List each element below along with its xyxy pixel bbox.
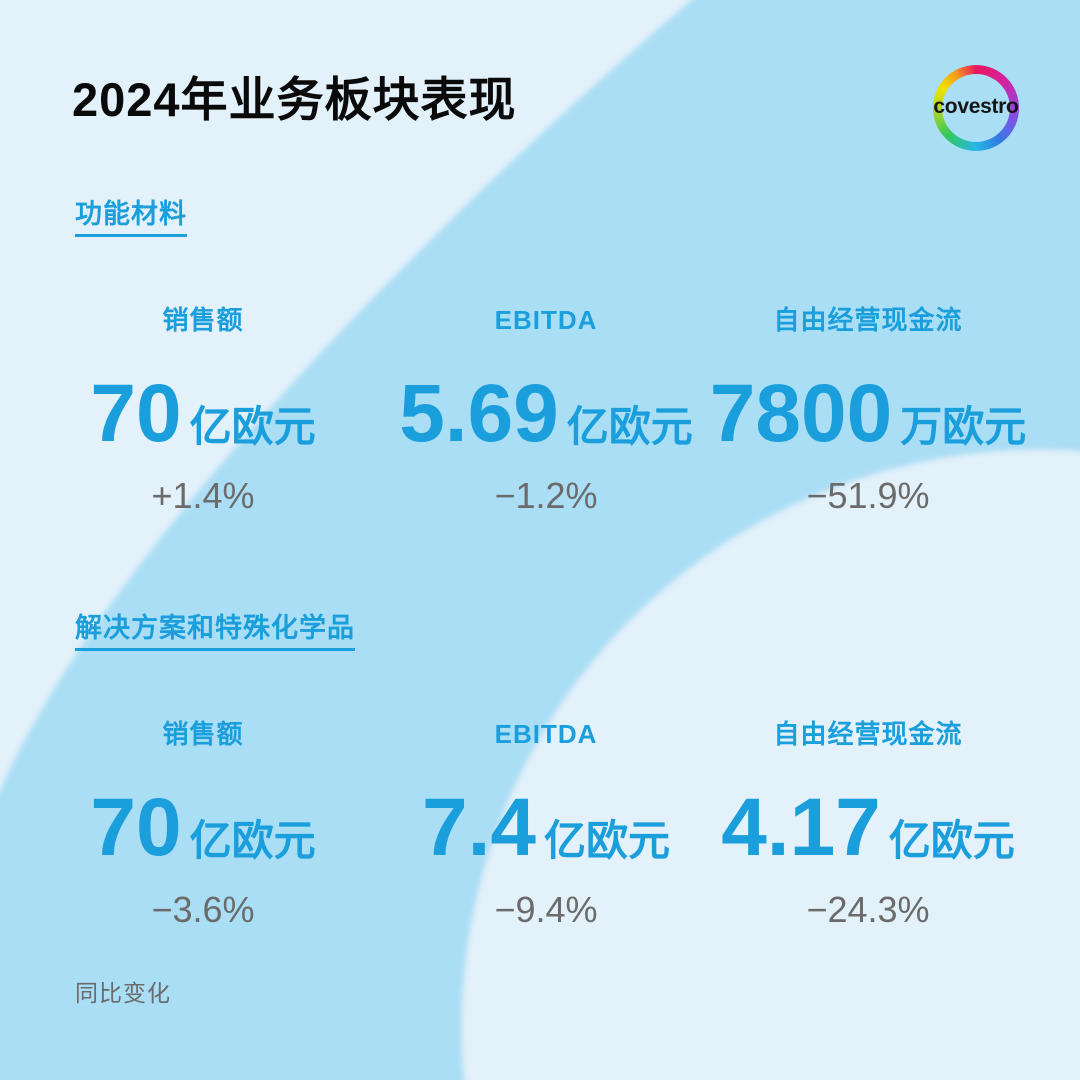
pm-ebitda-unit: 亿欧元 <box>566 403 693 450</box>
ss-focf-number: 4.17 <box>721 782 881 873</box>
pm-ebitda-number: 5.69 <box>399 368 559 459</box>
ss-ebitda-label: EBITDA <box>494 719 598 749</box>
ss-ebitda-unit: 亿欧元 <box>543 817 670 864</box>
pm-ebitda-value: 5.69 亿欧元 <box>366 373 726 455</box>
ss-sales-value: 70 亿欧元 <box>23 787 383 869</box>
ss-sales-unit: 亿欧元 <box>189 817 316 864</box>
footnote-yoy-change: 同比变化 <box>75 980 171 1006</box>
ss-ebitda-change: −9.4% <box>494 889 598 930</box>
ss-sales-label: 销售额 <box>162 719 244 749</box>
pm-sales-number: 70 <box>90 368 182 459</box>
pm-focf-value: 7800 万欧元 <box>688 373 1048 455</box>
page-title: 2024年业务板块表现 <box>72 73 517 126</box>
background-inner-circle-shape <box>462 450 1080 1080</box>
logo-ring-inner <box>942 74 1010 142</box>
ss-ebitda-value: 7.4 亿欧元 <box>366 787 726 869</box>
pm-focf-change: −51.9% <box>806 475 930 516</box>
logo-text: covestro <box>933 95 1019 119</box>
ss-sales-number: 70 <box>90 782 182 873</box>
ss-focf-unit: 亿欧元 <box>888 817 1015 864</box>
pm-sales-change: +1.4% <box>151 475 255 516</box>
ss-focf-change: −24.3% <box>806 889 930 930</box>
pm-ebitda-change: −1.2% <box>494 475 598 516</box>
pm-focf-number: 7800 <box>709 368 893 459</box>
covestro-logo: covestro <box>933 65 1019 151</box>
ss-focf-label: 自由经营现金流 <box>773 719 963 749</box>
ss-sales-change: −3.6% <box>151 889 255 930</box>
pm-sales-unit: 亿欧元 <box>189 403 316 450</box>
ss-ebitda-number: 7.4 <box>421 782 536 873</box>
section-title-solutions-specialties: 解决方案和特殊化学品 <box>75 613 355 651</box>
pm-focf-label: 自由经营现金流 <box>773 305 963 335</box>
pm-sales-value: 70 亿欧元 <box>23 373 383 455</box>
pm-sales-label: 销售额 <box>162 305 244 335</box>
pm-ebitda-label: EBITDA <box>494 305 598 335</box>
pm-focf-unit: 万欧元 <box>900 403 1027 450</box>
section-title-performance-materials: 功能材料 <box>75 199 187 237</box>
ss-focf-value: 4.17 亿欧元 <box>688 787 1048 869</box>
